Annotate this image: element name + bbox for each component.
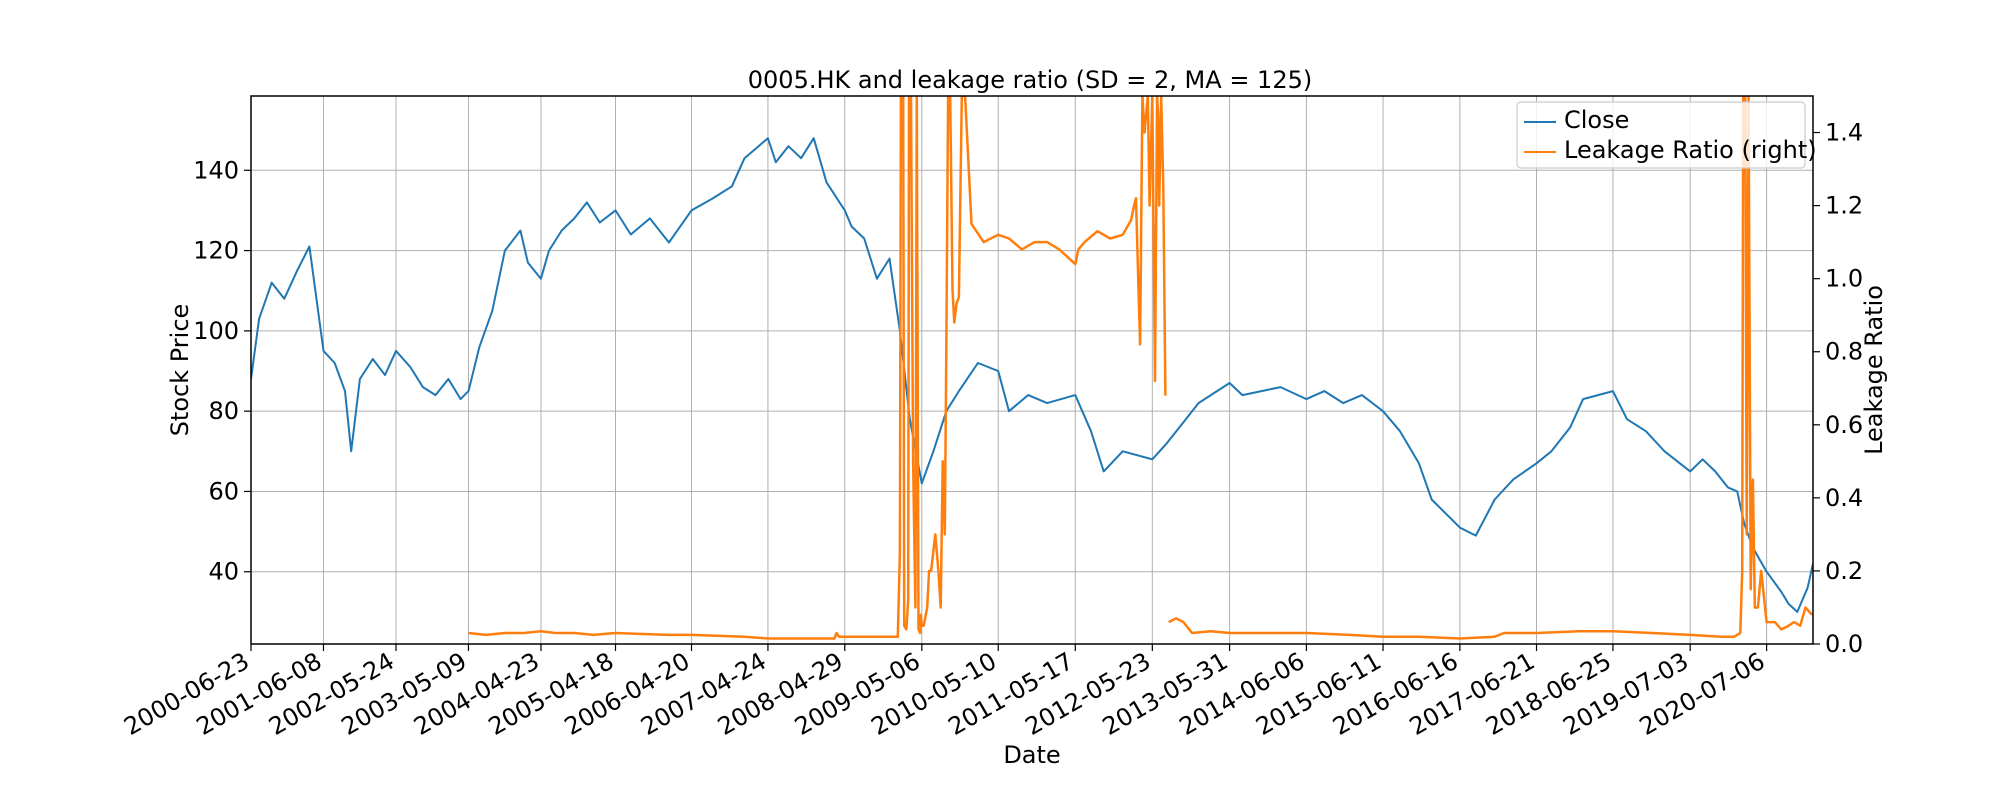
y-axis-left-label: Stock Price xyxy=(166,304,194,437)
x-axis: 2000-06-232001-06-082002-05-242003-05-09… xyxy=(119,644,1770,741)
series-line-close xyxy=(251,137,1813,613)
y-right-tick-label: 1.2 xyxy=(1825,192,1863,220)
series-layer xyxy=(251,96,1813,640)
grid xyxy=(250,96,1813,644)
y-right-tick-label: 0.8 xyxy=(1825,338,1863,366)
x-axis-label: Date xyxy=(1003,741,1060,769)
legend-label-close: Close xyxy=(1564,106,1629,134)
y-right-tick-label: 1.4 xyxy=(1825,119,1863,147)
series-line-leakage-ratio xyxy=(1168,96,1813,640)
chart-title: 0005.HK and leakage ratio (SD = 2, MA = … xyxy=(748,66,1312,94)
y-right-tick-label: 0.6 xyxy=(1825,411,1863,439)
y-axis-right: 0.0 0.2 0.4 0.6 0.8 1.0 1.2 1.4 xyxy=(1813,119,1863,658)
y-left-tick-label: 80 xyxy=(208,397,239,425)
y-left-tick-label: 140 xyxy=(193,156,239,184)
legend-box xyxy=(1516,101,1806,169)
legend-label-leakage: Leakage Ratio (right) xyxy=(1564,136,1817,164)
plot-frame xyxy=(250,95,1814,645)
y-left-tick-label: 60 xyxy=(208,477,239,505)
series-line-leakage-ratio xyxy=(468,96,1167,640)
legend: Close Leakage Ratio (right) xyxy=(1516,101,1817,169)
y-right-tick-label: 0.4 xyxy=(1825,484,1863,512)
y-axis-right-label: Leakage Ratio xyxy=(1860,285,1888,455)
y-right-tick-label: 0.2 xyxy=(1825,557,1863,585)
y-right-tick-label: 1.0 xyxy=(1825,265,1863,293)
y-axis-left: 40 60 80 100 120 140 xyxy=(193,156,251,586)
y-left-tick-label: 100 xyxy=(193,317,239,345)
y-left-tick-label: 40 xyxy=(208,558,239,586)
y-right-tick-label: 0.0 xyxy=(1825,630,1863,658)
y-left-tick-label: 120 xyxy=(193,237,239,265)
